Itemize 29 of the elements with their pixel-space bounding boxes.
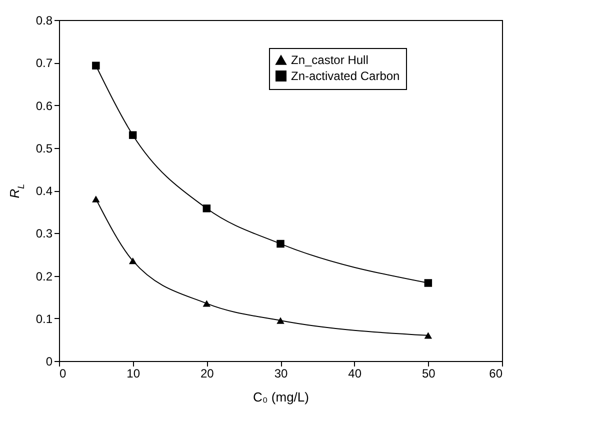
y-tick-label: 0.4 xyxy=(36,184,53,198)
legend-label: Zn_castor Hull xyxy=(291,53,368,67)
y-tick-label: 0 xyxy=(46,354,53,368)
point xyxy=(128,257,137,264)
x-tick-label: 30 xyxy=(274,366,288,380)
x-tick-label: 10 xyxy=(126,366,140,380)
point xyxy=(424,279,432,287)
y-tick-label: 0.2 xyxy=(36,269,53,284)
x-tick-label: 60 xyxy=(489,366,503,380)
point xyxy=(128,131,137,139)
y-tick-label: 0.1 xyxy=(36,312,53,326)
point xyxy=(92,62,100,70)
x-tick-label: 0 xyxy=(60,366,66,380)
y-tick-label: 0.7 xyxy=(36,56,53,70)
point xyxy=(276,317,284,324)
point xyxy=(92,196,100,202)
x-axis-title: C₀ (mg/L) xyxy=(253,390,309,404)
point xyxy=(202,204,211,212)
y-tick-label: 0.8 xyxy=(36,14,53,28)
x-tick-label: 20 xyxy=(200,366,214,380)
x-tick-label: 40 xyxy=(348,366,362,380)
point xyxy=(424,332,432,339)
point xyxy=(276,240,284,248)
legend-label: Zn-activated Carbon xyxy=(291,69,400,83)
point xyxy=(202,300,211,307)
y-tick-label: 0.6 xyxy=(36,98,53,113)
x-tick-label: 50 xyxy=(422,366,436,380)
y-tick-label: 0.5 xyxy=(36,141,53,156)
y-tick-label: 0.3 xyxy=(36,226,53,241)
